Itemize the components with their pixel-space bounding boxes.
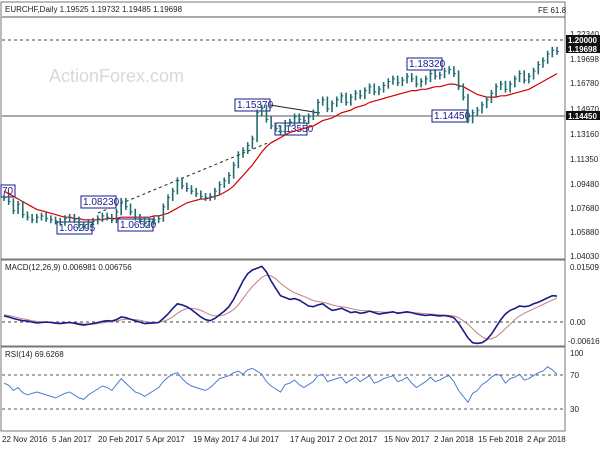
price-axis: 1.22340 1.19698 1.16780 1.14970 1.13160 …	[570, 30, 599, 261]
tag-current	[566, 44, 600, 53]
macd-signal-line	[3, 274, 558, 340]
price-bars	[3, 46, 559, 230]
date-label: 4 Jul 2017	[242, 435, 279, 444]
annotation-box	[274, 122, 308, 136]
price-tick-label: 1.09480	[570, 180, 599, 189]
macd-tick-label: -0.006163	[568, 337, 600, 346]
annotation-box	[80, 195, 117, 209]
date-label: 17 Aug 2017	[290, 435, 335, 444]
macd-label: MACD(12,26,9) 0.006981 0.006756	[5, 263, 132, 272]
price-tick-label: 1.11350	[570, 155, 599, 164]
macd-line	[3, 265, 558, 345]
fe-label: FE 61.8	[538, 6, 567, 15]
macd-tick-label: 0.01509	[570, 263, 599, 272]
tag-120000	[566, 35, 600, 44]
date-label: 20 Feb 2017	[98, 435, 143, 444]
rsi-tick-label: 70	[570, 371, 579, 380]
moving-average-line	[3, 73, 558, 221]
price-tick-label: 1.05880	[570, 228, 599, 237]
rsi-line	[3, 366, 558, 404]
annotation-text: 1.14450	[434, 111, 471, 122]
rsi-panel	[0, 346, 566, 432]
tag-current-text: 1.19698	[568, 45, 597, 54]
macd-tick-label: 0.00	[570, 318, 586, 327]
annotation-box	[431, 109, 468, 123]
price-panel	[0, 1, 566, 260]
date-label: 5 Jan 2017	[52, 435, 92, 444]
chart-title: EURCHF,Daily 1.19525 1.19732 1.19485 1.1…	[5, 5, 183, 14]
macd-panel	[0, 259, 566, 347]
date-label: 5 Apr 2017	[146, 435, 185, 444]
date-label: 2 Apr 2018	[527, 435, 566, 444]
date-label: 15 Nov 2017	[384, 435, 430, 444]
price-tick-label: 1.13160	[570, 130, 599, 139]
price-tick-label: 1.07680	[570, 204, 599, 213]
tag-114450-text: 1.14450	[568, 112, 597, 121]
watermark-text: ActionForex.com	[49, 66, 184, 86]
price-tick-label: 1.04030	[570, 252, 599, 261]
date-label: 22 Nov 2016	[2, 435, 48, 444]
price-tick-label: 1.16780	[570, 79, 599, 88]
price-tick-label: 1.14970	[570, 105, 599, 114]
price-tick-label: 1.19698	[570, 55, 599, 64]
price-annotations: 1.15370 1.13550 1.18320 1.14450 1.08230 …	[0, 57, 471, 235]
rsi-tick-label: 100	[570, 349, 584, 358]
annotation-box	[406, 57, 443, 71]
rsi-label: RSI(14) 69.6268	[5, 350, 64, 359]
annotation-text: 1.13550	[277, 124, 314, 135]
annotation-text: 1.08230	[83, 197, 120, 208]
date-label: 2 Jan 2018	[434, 435, 474, 444]
annotation-text: 70	[2, 186, 14, 197]
annotation-text: 1.15370	[237, 100, 274, 111]
date-label: 15 Feb 2018	[478, 435, 523, 444]
annotation-text: 1.18320	[409, 59, 446, 70]
tag-120000-text: 1.20000	[568, 36, 597, 45]
annotation-text: 1.06520	[120, 220, 157, 231]
date-axis: 22 Nov 2016 5 Jan 2017 20 Feb 2017 5 Apr…	[2, 435, 566, 444]
date-label: 2 Oct 2017	[338, 435, 378, 444]
date-label: 19 May 2017	[193, 435, 240, 444]
annotation-text: 1.06295	[59, 223, 96, 234]
price-tick-label: 1.22340	[570, 30, 599, 39]
annotation-connector	[269, 104, 321, 114]
rising-trendline	[97, 141, 271, 214]
tag-114450	[566, 111, 600, 120]
rsi-tick-label: 30	[570, 405, 579, 414]
